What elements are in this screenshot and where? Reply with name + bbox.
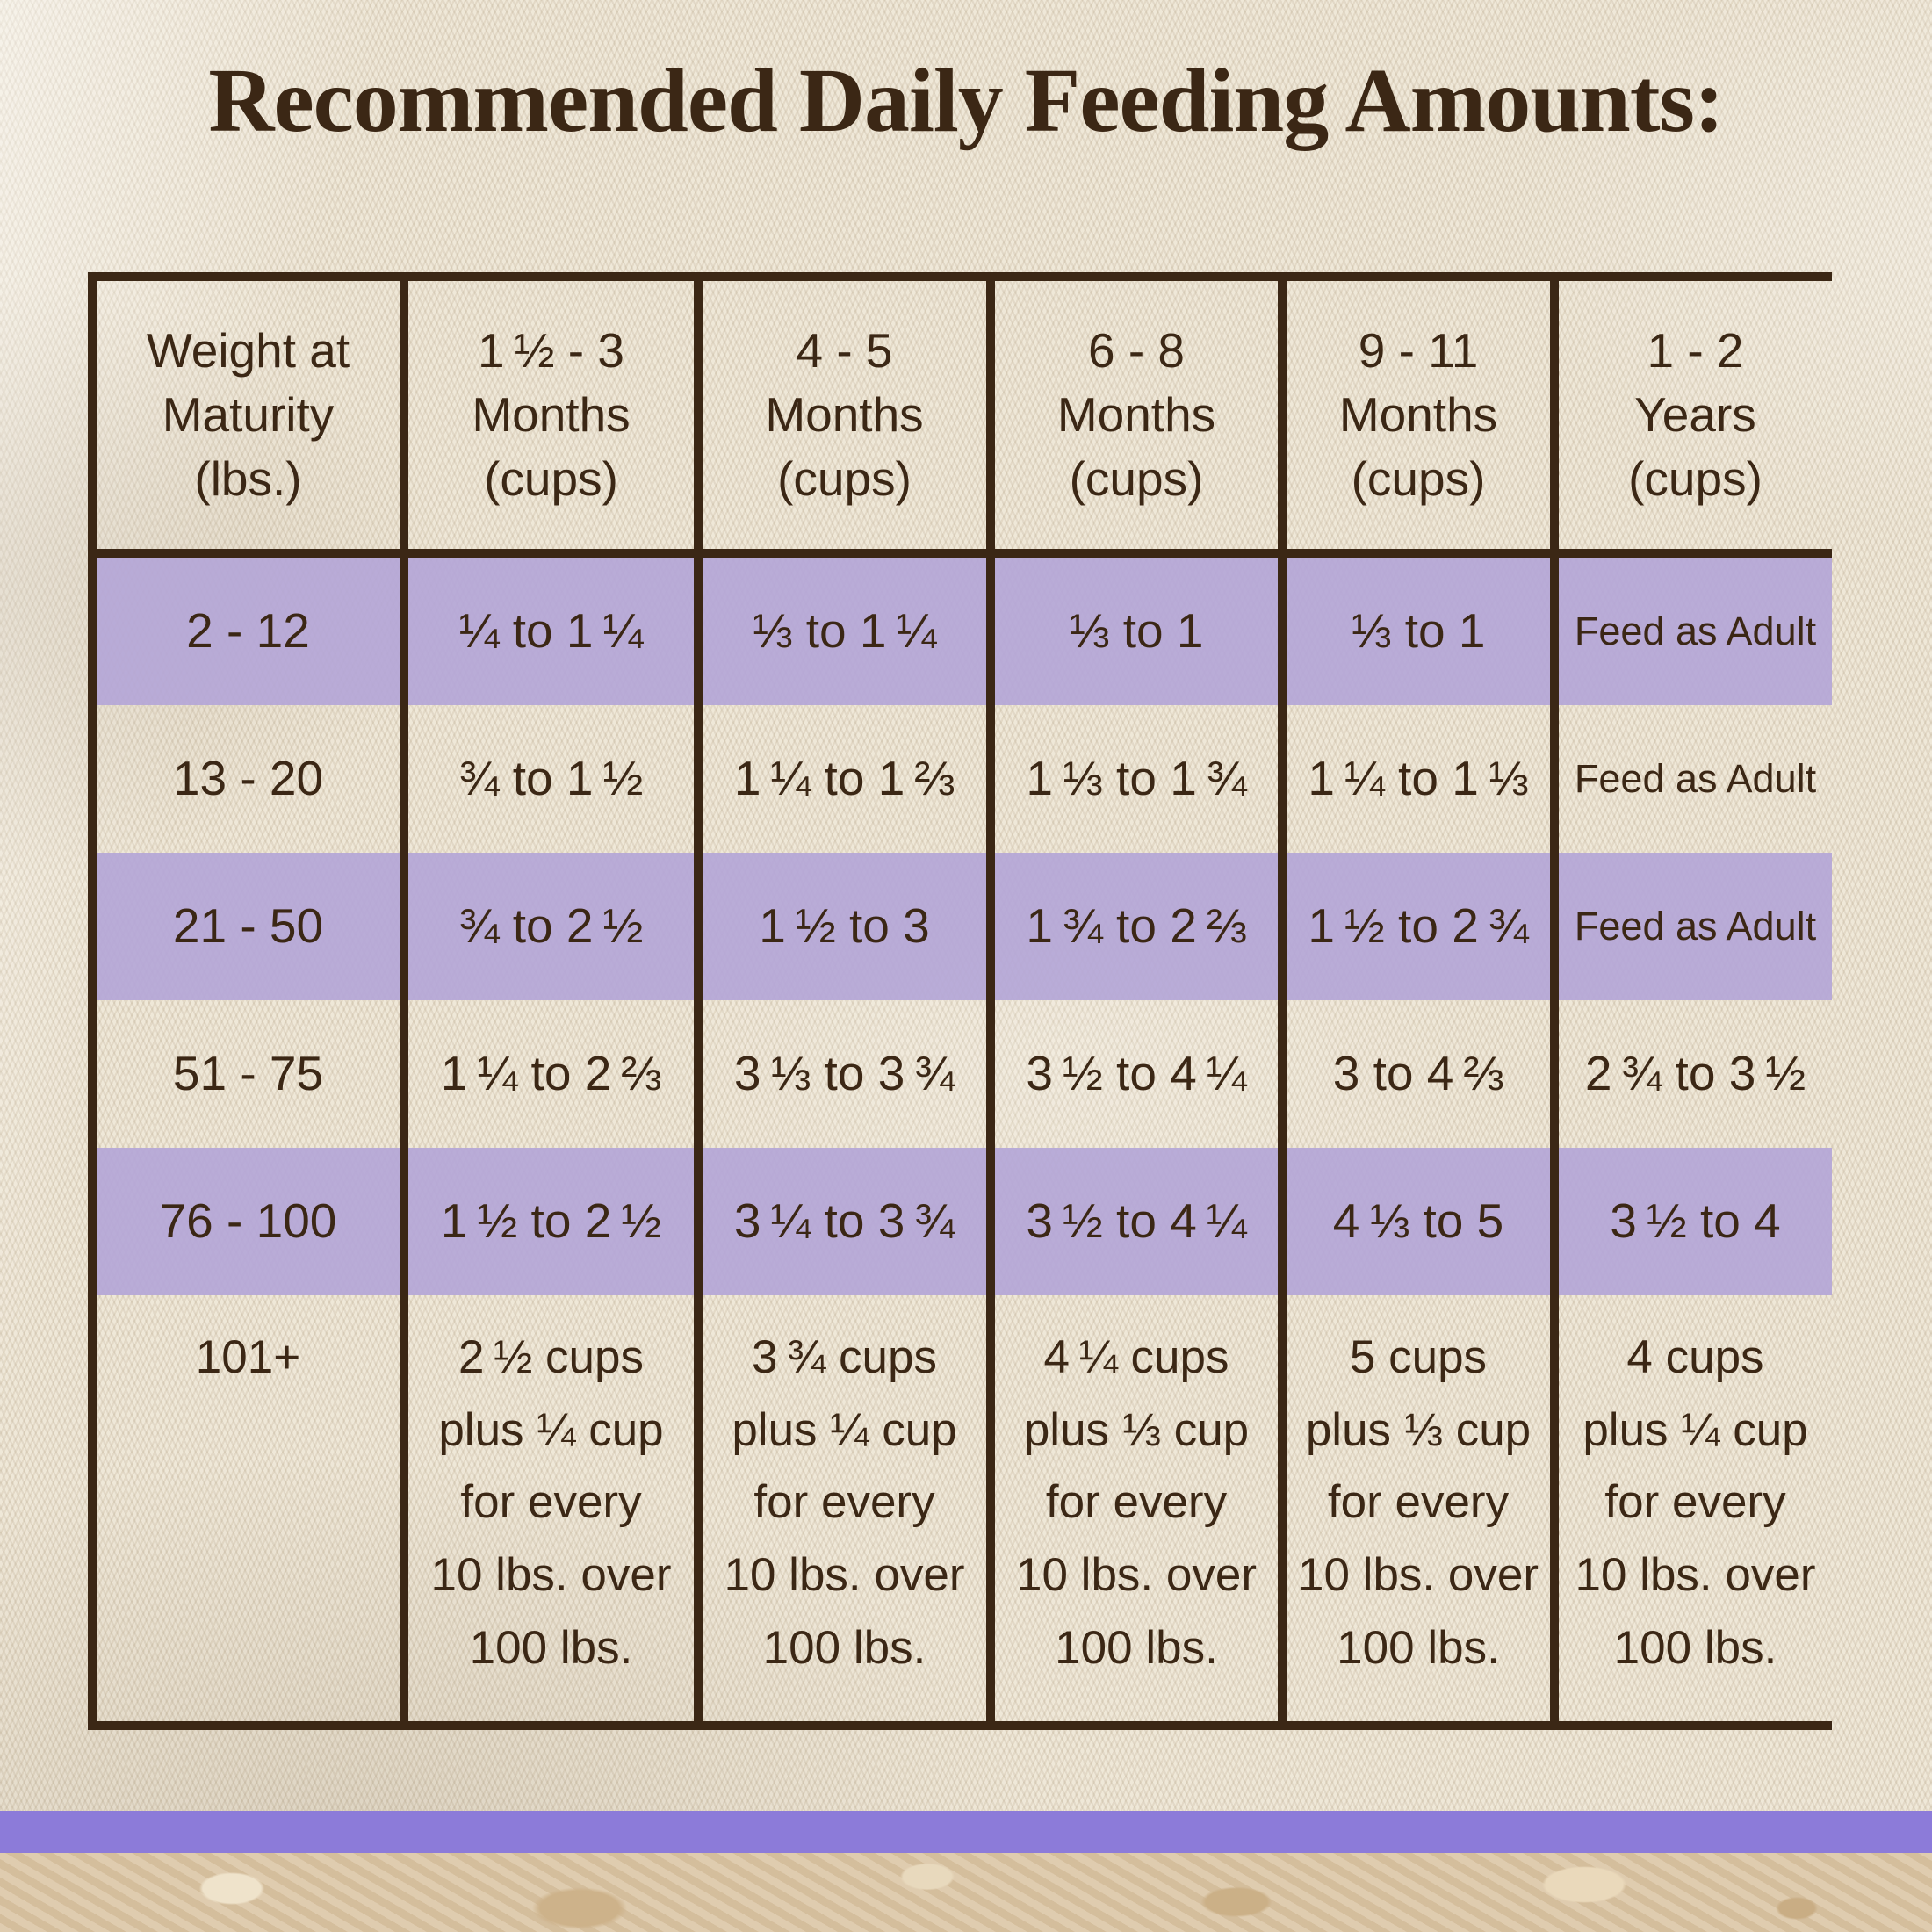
table-row: 13 - 20 ¾ to 1 ½ 1 ¼ to 1 ⅔ 1 ⅓ to 1 ¾ 1… bbox=[97, 705, 1832, 853]
cell-feeding-amount: ¾ to 2 ½ bbox=[400, 853, 694, 1000]
cell-feeding-amount: 1 ⅓ to 1 ¾ bbox=[986, 705, 1278, 853]
cell-weight-range: 101+ bbox=[195, 1331, 301, 1383]
cell-feeding-amount: 1 ¼ to 2 ⅔ bbox=[400, 1000, 694, 1148]
column-header-9-11-months: 9 - 11 Months (cups) bbox=[1278, 281, 1550, 549]
cell-feeding-amount: 3 ¼ to 3 ¾ bbox=[694, 1148, 986, 1295]
cell-feeding-amount: 3 ½ to 4 bbox=[1550, 1148, 1832, 1295]
cell-feeding-amount: ⅓ to 1 ¼ bbox=[694, 558, 986, 705]
table-row: 76 - 100 1 ½ to 2 ½ 3 ¼ to 3 ¾ 3 ½ to 4 … bbox=[97, 1148, 1832, 1295]
column-header-1-2-years: 1 - 2 Years (cups) bbox=[1550, 281, 1832, 549]
cell-feeding-amount: 2 ½ cups plus ¼ cup for every 10 lbs. ov… bbox=[400, 1295, 694, 1721]
cell-feeding-amount: ¾ to 1 ½ bbox=[400, 705, 694, 853]
cell-feeding-amount: 4 cups plus ¼ cup for every 10 lbs. over… bbox=[1550, 1295, 1832, 1721]
column-header-6-8-months: 6 - 8 Months (cups) bbox=[986, 281, 1278, 549]
cell-feeding-amount: 1 ¼ to 1 ⅓ bbox=[1278, 705, 1550, 853]
cell-weight-range: 2 - 12 bbox=[186, 603, 310, 659]
cell-feeding-amount: ⅓ to 1 bbox=[986, 558, 1278, 705]
footer-accent-bar bbox=[0, 1811, 1932, 1853]
cell-weight-range: 13 - 20 bbox=[172, 751, 324, 806]
cell-weight-range: 51 - 75 bbox=[172, 1046, 324, 1101]
cell-feeding-amount: 1 ½ to 2 ½ bbox=[400, 1148, 694, 1295]
cell-feeding-amount: 3 ⅓ to 3 ¾ bbox=[694, 1000, 986, 1148]
cell-feeding-amount: 3 to 4 ⅔ bbox=[1278, 1000, 1550, 1148]
column-header-weight: Weight at Maturity (lbs.) bbox=[146, 322, 350, 507]
cell-feeding-amount: 3 ½ to 4 ¼ bbox=[986, 1148, 1278, 1295]
table-header-row: Weight at Maturity (lbs.) 1 ½ - 3 Months… bbox=[97, 281, 1832, 558]
table-row: 2 - 12 ¼ to 1 ¼ ⅓ to 1 ¼ ⅓ to 1 ⅓ to 1 F… bbox=[97, 558, 1832, 705]
cell-feeding-amount: ⅓ to 1 bbox=[1278, 558, 1550, 705]
cell-feeding-amount: Feed as Adult bbox=[1550, 558, 1832, 705]
feeding-amounts-table: Weight at Maturity (lbs.) 1 ½ - 3 Months… bbox=[88, 272, 1832, 1730]
cell-feeding-amount: 4 ¼ cups plus ⅓ cup for every 10 lbs. ov… bbox=[986, 1295, 1278, 1721]
cell-feeding-amount: 1 ½ to 3 bbox=[694, 853, 986, 1000]
column-header-1half-3-months: 1 ½ - 3 Months (cups) bbox=[400, 281, 694, 549]
cell-feeding-amount: 1 ½ to 2 ¾ bbox=[1278, 853, 1550, 1000]
cell-weight-range: 76 - 100 bbox=[159, 1193, 337, 1249]
cell-weight-range: 21 - 50 bbox=[172, 898, 324, 954]
table-row: 51 - 75 1 ¼ to 2 ⅔ 3 ⅓ to 3 ¾ 3 ½ to 4 ¼… bbox=[97, 1000, 1832, 1148]
page-title: Recommended Daily Feeding Amounts: bbox=[208, 50, 1724, 151]
cell-feeding-amount: 4 ⅓ to 5 bbox=[1278, 1148, 1550, 1295]
table-row: 101+ 2 ½ cups plus ¼ cup for every 10 lb… bbox=[97, 1295, 1832, 1721]
cell-feeding-amount: 5 cups plus ⅓ cup for every 10 lbs. over… bbox=[1278, 1295, 1550, 1721]
cell-feeding-amount: 1 ¼ to 1 ⅔ bbox=[694, 705, 986, 853]
table-row: 21 - 50 ¾ to 2 ½ 1 ½ to 3 1 ¾ to 2 ⅔ 1 ½… bbox=[97, 853, 1832, 1000]
column-header-4-5-months: 4 - 5 Months (cups) bbox=[694, 281, 986, 549]
cell-feeding-amount: 1 ¾ to 2 ⅔ bbox=[986, 853, 1278, 1000]
cell-feeding-amount: Feed as Adult bbox=[1550, 705, 1832, 853]
cell-feeding-amount: Feed as Adult bbox=[1550, 853, 1832, 1000]
cell-feeding-amount: 2 ¾ to 3 ½ bbox=[1550, 1000, 1832, 1148]
cell-feeding-amount: 3 ¾ cups plus ¼ cup for every 10 lbs. ov… bbox=[694, 1295, 986, 1721]
cell-feeding-amount: 3 ½ to 4 ¼ bbox=[986, 1000, 1278, 1148]
cell-feeding-amount: ¼ to 1 ¼ bbox=[400, 558, 694, 705]
bottom-texture-strip bbox=[0, 1853, 1932, 1932]
